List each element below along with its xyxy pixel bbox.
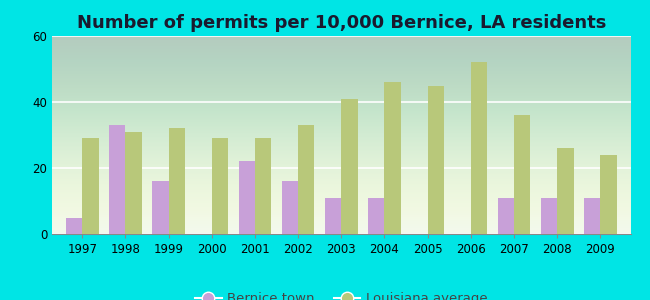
- Bar: [497, 198, 514, 234]
- Bar: [82, 138, 99, 234]
- Bar: [384, 82, 401, 234]
- Bar: [471, 62, 487, 234]
- Bar: [255, 138, 271, 234]
- Bar: [325, 198, 341, 234]
- Bar: [557, 148, 573, 234]
- Bar: [298, 125, 315, 234]
- Bar: [66, 218, 82, 234]
- Bar: [341, 99, 358, 234]
- Bar: [584, 198, 601, 234]
- Legend: Bernice town, Louisiana average: Bernice town, Louisiana average: [190, 287, 493, 300]
- Bar: [239, 161, 255, 234]
- Bar: [109, 125, 125, 234]
- Bar: [281, 181, 298, 234]
- Bar: [368, 198, 384, 234]
- Bar: [168, 128, 185, 234]
- Bar: [212, 138, 228, 234]
- Bar: [514, 115, 530, 234]
- Bar: [152, 181, 168, 234]
- Bar: [428, 85, 444, 234]
- Bar: [541, 198, 557, 234]
- Title: Number of permits per 10,000 Bernice, LA residents: Number of permits per 10,000 Bernice, LA…: [77, 14, 606, 32]
- Bar: [601, 155, 617, 234]
- Bar: [125, 132, 142, 234]
